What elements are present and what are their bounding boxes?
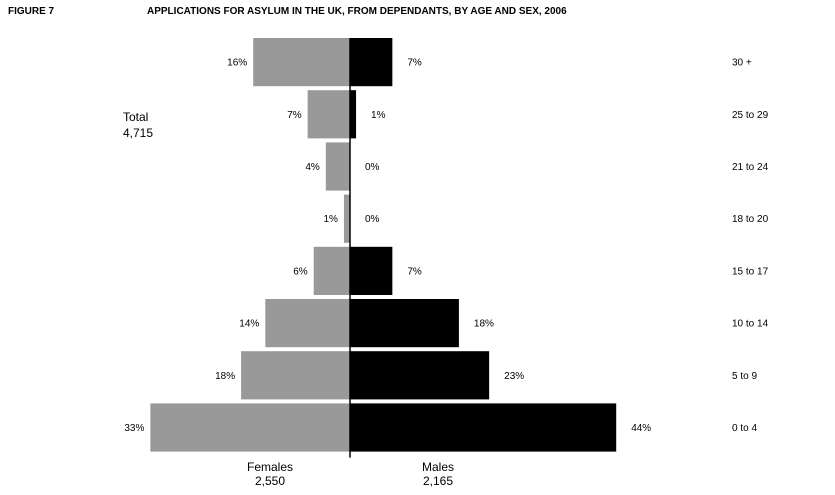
age-category-label: 21 to 24 <box>732 162 769 173</box>
female-bar <box>265 299 350 348</box>
male-value-label: 1% <box>371 110 386 121</box>
female-bar <box>325 142 350 191</box>
female-bar <box>241 351 350 400</box>
chart-title: APPLICATIONS FOR ASYLUM IN THE UK, FROM … <box>147 6 567 17</box>
age-category-label: 15 to 17 <box>732 266 769 277</box>
male-bar <box>350 246 393 295</box>
males-total: 2,165 <box>422 474 454 488</box>
male-value-label: 44% <box>631 423 651 434</box>
females-footer: Females 2,550 <box>230 460 310 488</box>
female-bar <box>313 246 350 295</box>
age-category-label: 18 to 20 <box>732 214 769 225</box>
males-label: Males <box>421 460 454 474</box>
total-value: 4,715 <box>123 126 154 140</box>
female-value-label: 14% <box>239 319 259 330</box>
female-value-label: 4% <box>305 162 320 173</box>
male-value-label: 23% <box>504 371 524 382</box>
female-value-label: 18% <box>215 371 235 382</box>
male-bar <box>350 38 393 87</box>
female-value-label: 16% <box>227 58 247 69</box>
male-value-label: 18% <box>474 319 494 330</box>
male-bar <box>350 90 357 139</box>
female-bar <box>150 403 350 452</box>
female-bar <box>307 90 350 139</box>
total-block: Total 4,715 <box>123 109 153 141</box>
male-value-label: 7% <box>407 266 422 277</box>
female-value-label: 33% <box>124 423 144 434</box>
male-value-label: 7% <box>407 58 422 69</box>
age-category-label: 5 to 9 <box>732 371 757 382</box>
females-total: 2,550 <box>254 474 286 488</box>
age-category-label: 0 to 4 <box>732 423 757 434</box>
male-bar <box>350 351 490 400</box>
male-value-label: 0% <box>365 162 380 173</box>
age-category-label: 30 + <box>732 58 752 69</box>
male-bar <box>350 299 459 348</box>
males-footer: Males 2,165 <box>398 460 478 488</box>
male-bar <box>350 403 617 452</box>
total-label: Total <box>123 110 149 124</box>
female-value-label: 7% <box>287 110 302 121</box>
female-value-label: 6% <box>293 266 308 277</box>
female-bar <box>343 194 350 243</box>
male-value-label: 0% <box>365 214 380 225</box>
females-label: Females <box>246 460 293 474</box>
figure-label: FIGURE 7 <box>8 6 55 17</box>
female-bar <box>253 38 350 87</box>
age-category-label: 25 to 29 <box>732 110 769 121</box>
age-category-label: 10 to 14 <box>732 319 769 330</box>
female-value-label: 1% <box>323 214 338 225</box>
